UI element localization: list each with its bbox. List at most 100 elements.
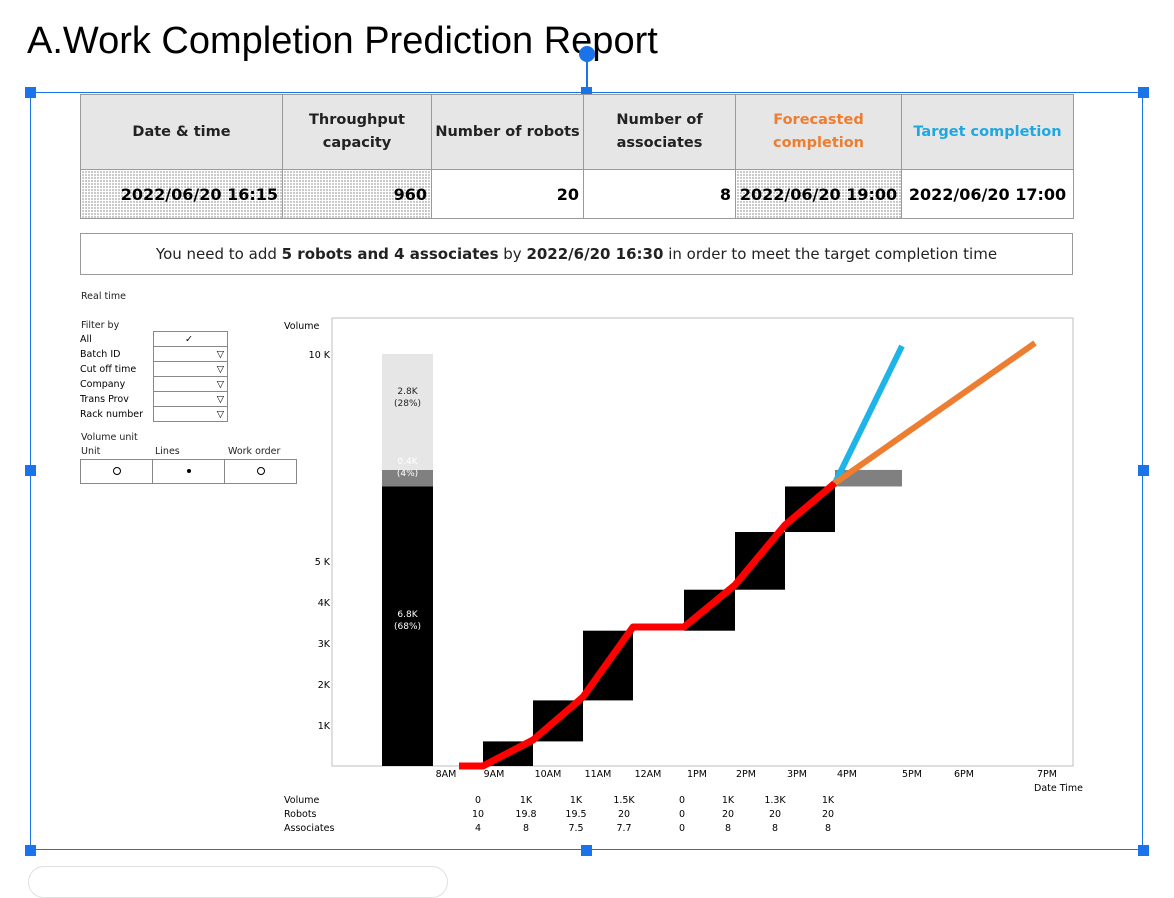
x-tick-label: 11AM [585,769,612,780]
y-tick-label: 5 K [315,557,331,568]
x-tick-label: 7PM [1037,769,1057,780]
value-date-time: 2022/06/20 16:15 [80,169,283,219]
x-axis-title: Date Time [1034,783,1083,794]
plot-area [331,317,1074,767]
filter-company-dropdown[interactable]: ▽ [153,376,228,392]
work-order-radio-cell[interactable] [224,459,297,484]
y-tick-label: 10 K [309,350,331,361]
chart-layer: Volume 1K 2K 3K 4K 5 K 10 K 8AM 9AM 10AM 11AM 12AM 1… [284,321,1083,834]
filter-by-label: Filter by [81,320,120,331]
filter-table: All ✓ Batch ID ▽ Cut off time ▽ Company ▽ Tr… [80,331,228,422]
filter-label: Cut off time [80,363,137,375]
filter-label: Batch ID [80,348,121,360]
x-tick-label: 3PM [787,769,807,780]
stack-value-label: 2.8K [397,387,418,397]
msg-post: in order to meet the target completion t… [663,245,998,263]
resize-handle-top-left[interactable] [25,87,36,98]
volume-unit-radios [80,459,297,484]
table-cell: 20 [618,809,630,820]
table-cell: 7.7 [616,823,631,834]
x-tick-label: 5PM [902,769,922,780]
value-associates: 8 [583,169,736,219]
resize-handle-bottom-left[interactable] [25,845,36,856]
stack-pct-label: (28%) [394,399,421,409]
header-robots: Number of robots [431,94,584,170]
target-completion-line [832,344,905,485]
x-tick-label: 4PM [837,769,857,780]
rotation-handle[interactable] [579,46,595,62]
stack-segment [382,354,433,470]
table-cell: 20 [722,809,734,820]
value-forecasted: 2022/06/20 19:00 [735,169,902,219]
header-date-time: Date & time [80,94,283,170]
lines-radio-cell[interactable] [152,459,225,484]
table-cell: 1K [520,795,533,806]
table-cell: 0 [679,823,685,834]
table-cell: 1.5K [613,795,635,806]
x-tick-label: 1PM [687,769,707,780]
table-cell: 1.3K [764,795,786,806]
table-cell: 20 [822,809,834,820]
table-cell: 0 [679,795,685,806]
table-row-label: Robots [284,809,317,820]
value-target: 2022/06/20 17:00 [901,169,1074,219]
x-tick-label: 8AM [436,769,457,780]
table-cell: 7.5 [568,823,583,834]
rotation-stem [586,56,588,92]
filter-label: Rack number [80,408,144,420]
volume-chart: Volume 1K 2K 3K 4K 5 K 10 K 8AM 9AM 10AM 11AM 12AM 1… [284,317,1083,834]
resize-handle-bottom-right[interactable] [1138,845,1149,856]
table-row-label: Volume [284,795,319,806]
unit-radio-cell[interactable] [80,459,153,484]
table-row-label: Associates [284,823,334,834]
filter-label: Trans Prov [80,393,129,405]
filter-label: Company [80,378,126,390]
table-cell: 20 [769,809,781,820]
work-order-option-label: Work order [228,446,281,457]
table-cell: 4 [475,823,481,834]
realtime-label: Real time [81,291,126,302]
table-cell: 19.8 [515,809,536,820]
resize-handle-top-right[interactable] [1138,87,1149,98]
lines-radio-selected[interactable] [186,469,191,473]
stack-segment [382,469,433,487]
table-cell: 1K [722,795,735,806]
filter-rack-dropdown[interactable]: ▽ [153,406,228,422]
unit-option-label: Unit [81,446,101,457]
msg-bold-time: 2022/6/20 16:30 [526,245,664,263]
filter-label: All [80,333,92,345]
resize-handle-middle-right[interactable] [1138,465,1149,476]
msg-mid: by [498,245,527,263]
value-throughput: 960 [282,169,432,219]
resize-handle-bottom-center[interactable] [581,845,592,856]
header-associates: Number of associates [583,94,736,170]
stack-value-label: 6.8K [397,610,418,620]
recommendation-message: You need to add 5 robots and 4 associate… [80,233,1073,275]
volume-unit-label: Volume unit [81,432,138,443]
stack-segment [382,486,433,766]
value-robots: 20 [431,169,584,219]
stack-pct-label: (4%) [397,469,418,479]
x-tick-label: 9AM [484,769,505,780]
y-tick-label: 4K [318,598,331,609]
table-cell: 8 [772,823,778,834]
summary-table: Date & time Throughput capacity Number o… [80,94,1074,219]
table-cell: 8 [725,823,731,834]
resize-handle-top-center[interactable] [581,87,592,98]
actual-progress-line [459,480,838,770]
x-tick-label: 12AM [635,769,662,780]
table-cell: 0 [475,795,481,806]
unit-radio[interactable] [112,467,121,475]
y-axis-title: Volume [284,321,319,332]
table-cell: 8 [523,823,529,834]
resize-handle-middle-left[interactable] [25,465,36,476]
y-tick-label: 3K [318,639,331,650]
header-throughput: Throughput capacity [282,94,432,170]
header-target: Target completion [901,94,1074,170]
y-tick-label: 1K [318,721,331,732]
stack-value-label: 0.4K [397,457,418,467]
table-cell: 8 [825,823,831,834]
table-cell: 1K [822,795,835,806]
work-order-radio[interactable] [256,467,265,475]
x-tick-label: 2PM [736,769,756,780]
